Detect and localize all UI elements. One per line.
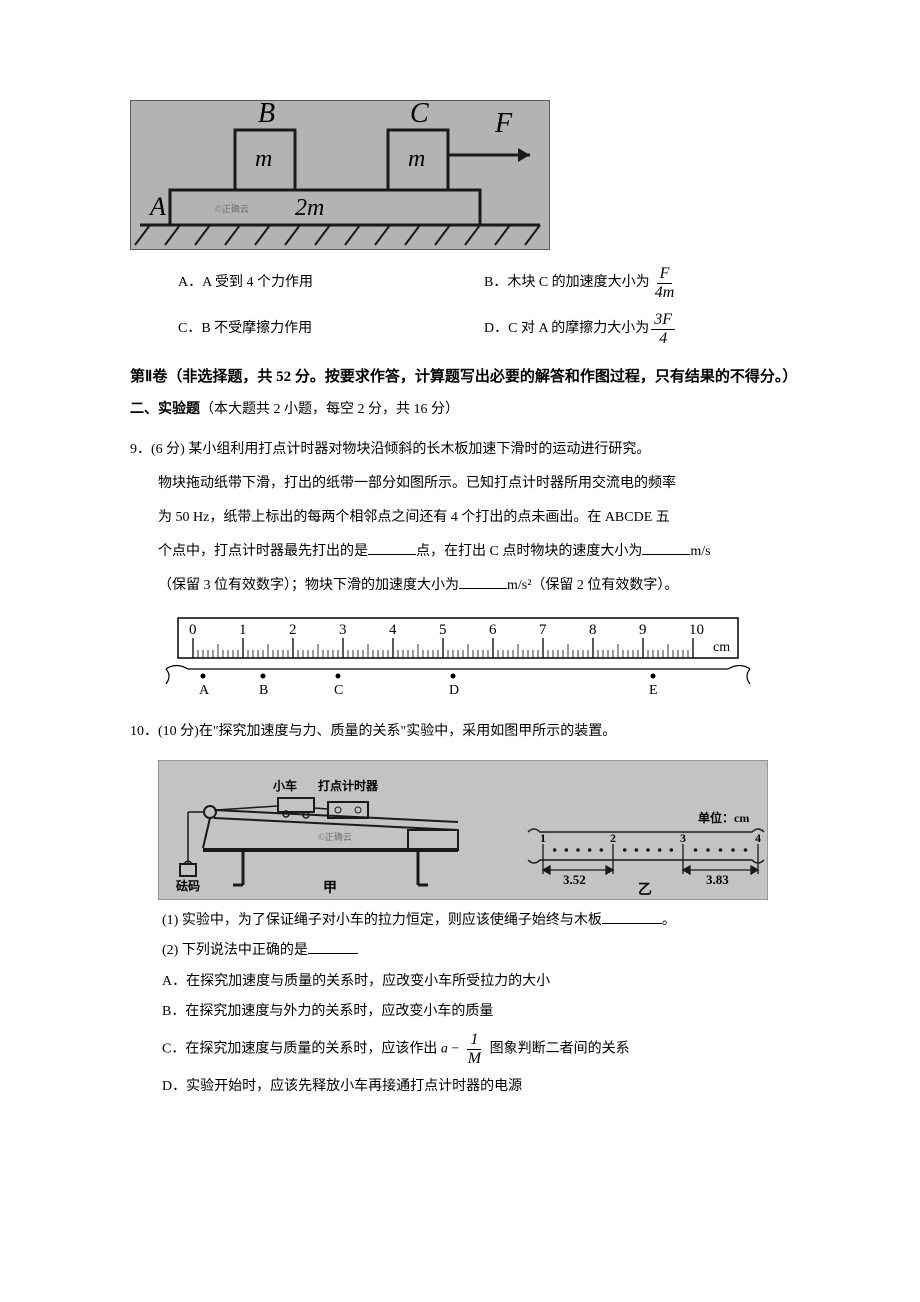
option-row-1: A．A 受到 4 个力作用 B．木块 C 的加速度大小为 F 4m (130, 265, 790, 301)
svg-text:10: 10 (689, 622, 704, 638)
blank-velocity (642, 541, 690, 555)
svg-text:1: 1 (540, 831, 546, 845)
svg-text:5: 5 (439, 622, 447, 638)
fraction-1overM: 1 M (465, 1031, 484, 1067)
svg-text:D: D (449, 683, 459, 698)
dist-2: 3.83 (706, 872, 729, 887)
blank-accel (459, 575, 507, 589)
fraction-B: F 4m (652, 265, 678, 301)
label-C: C (410, 100, 429, 129)
q10-opt-D: D．实验开始时，应该先释放小车再接通打点计时器的电源 (162, 1076, 790, 1098)
label-unit: 单位：cm (698, 810, 749, 825)
label-2m: 2m (295, 195, 324, 221)
svg-text:C: C (334, 683, 343, 698)
label-timer: 打点计时器 (318, 778, 379, 793)
blank-parallel (602, 910, 662, 924)
svg-text:4: 4 (755, 831, 761, 845)
svg-text:1: 1 (239, 622, 247, 638)
svg-text:9: 9 (639, 622, 647, 638)
blank-choice (308, 940, 358, 954)
option-D: D．C 对 A 的摩擦力大小为 3F 4 (484, 311, 790, 347)
blocks-svg: A 2m m B m C F ©正确云 (130, 100, 550, 250)
q10-sub-2: (2) 下列说法中正确的是 (162, 940, 790, 962)
section-2-header: 第Ⅱ卷（非选择题，共 52 分。按要求作答，计算题写出必要的解答和作图过程，只有… (130, 365, 790, 389)
svg-text:4: 4 (389, 622, 397, 638)
label-B: B (258, 100, 275, 129)
option-B: B．木块 C 的加速度大小为 F 4m (484, 265, 790, 301)
option-A: A．A 受到 4 个力作用 (178, 265, 484, 301)
label-m-c: m (408, 146, 425, 172)
question-9: 9．(6 分) 某小组利用打点计时器对物块沿倾斜的长木板加速下滑时的运动进行研究… (130, 436, 790, 600)
label-jia: 甲 (323, 880, 337, 896)
figure-experiment: 砝码 小车 打点计时器 ©正确云 甲 单位：cm 1 2 3 4 (158, 760, 790, 900)
q10-opt-B: B．在探究加速度与外力的关系时，应改变小车的质量 (162, 1001, 790, 1023)
svg-text:2: 2 (610, 831, 616, 845)
svg-text:2: 2 (289, 622, 297, 638)
label-m-b: m (255, 146, 272, 172)
svg-text:0: 0 (189, 622, 197, 638)
question-10: 10．(10 分)在"探究加速度与力、质量的关系"实验中，采用如图甲所示的装置。 (130, 718, 790, 746)
blank-point (368, 541, 416, 555)
q10-sub-list: (1) 实验中，为了保证绳子对小车的拉力恒定，则应该使绳子始终与木板。 (2) … (162, 910, 790, 1098)
label-weight: 砝码 (176, 878, 200, 893)
ruler-unit: cm (713, 640, 730, 655)
watermark-2: ©正确云 (318, 831, 352, 842)
label-A: A (148, 192, 166, 221)
svg-text:A: A (199, 683, 210, 698)
ruler-svg: 0 1 2 3 4 5 6 7 8 9 10 cm A B C D E (158, 614, 758, 704)
svg-text:B: B (259, 683, 268, 698)
fraction-D: 3F 4 (651, 311, 675, 347)
svg-text:3: 3 (339, 622, 347, 638)
dist-1: 3.52 (563, 872, 586, 887)
label-F: F (494, 108, 513, 139)
q10-sub-1: (1) 实验中，为了保证绳子对小车的拉力恒定，则应该使绳子始终与木板。 (162, 910, 790, 932)
option-row-2: C．B 不受摩擦力作用 D．C 对 A 的摩擦力大小为 3F 4 (130, 311, 790, 347)
svg-text:8: 8 (589, 622, 597, 638)
experiment-svg: 砝码 小车 打点计时器 ©正确云 甲 单位：cm 1 2 3 4 (158, 760, 768, 900)
q10-opt-A: A．在探究加速度与质量的关系时，应改变小车所受拉力的大小 (162, 971, 790, 993)
svg-text:6: 6 (489, 622, 497, 638)
svg-text:E: E (649, 683, 658, 698)
svg-text:7: 7 (539, 622, 547, 638)
svg-text:3: 3 (680, 831, 686, 845)
figure-ruler: 0 1 2 3 4 5 6 7 8 9 10 cm A B C D E (158, 614, 790, 704)
option-C: C．B 不受摩擦力作用 (178, 311, 484, 347)
q10-opt-C: C．在探究加速度与质量的关系时，应该作出 a − 1 M 图象判断二者间的关系 (162, 1031, 790, 1067)
figure-blocks: A 2m m B m C F ©正确云 (130, 100, 790, 250)
label-car: 小车 (273, 778, 297, 793)
label-yi: 乙 (638, 882, 652, 898)
subsection-header: 二、实验题（本大题共 2 小题，每空 2 分，共 16 分） (130, 399, 790, 421)
watermark-1: ©正确云 (215, 203, 249, 214)
